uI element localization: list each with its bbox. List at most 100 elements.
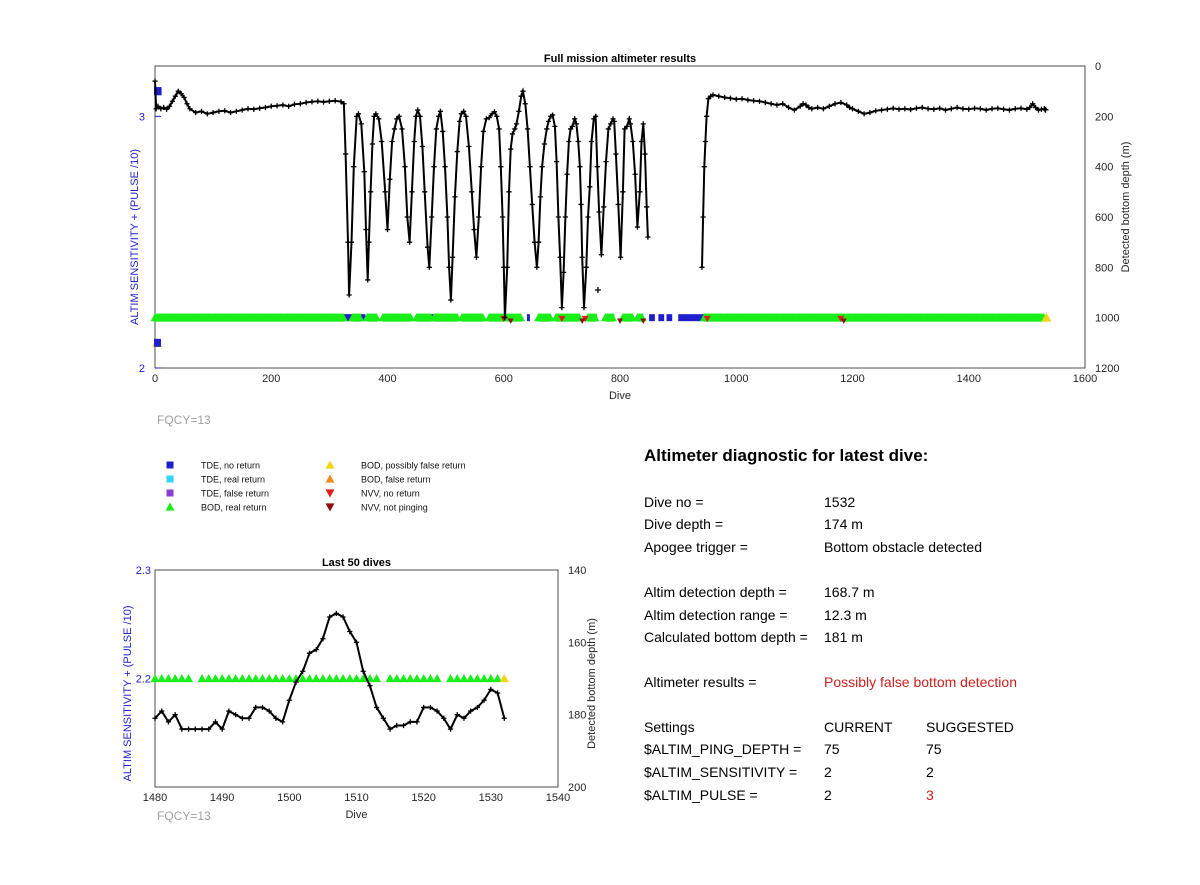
last50-depth-point bbox=[421, 704, 427, 711]
bod-real-marker bbox=[355, 313, 365, 322]
bottom-depth-point bbox=[768, 101, 774, 107]
bod-real-marker bbox=[338, 674, 348, 683]
last50-depth-point bbox=[441, 715, 447, 721]
bottom-depth-point bbox=[358, 121, 364, 127]
last50-depth-point bbox=[192, 726, 198, 732]
bod-real-marker bbox=[545, 313, 555, 322]
last50-left-y-label: ALTIM SENSITIVITY + (PULSE /10) bbox=[122, 606, 134, 782]
bottom-depth-point bbox=[902, 106, 908, 112]
bottom-depth-point bbox=[198, 108, 205, 114]
bottom-depth-point bbox=[361, 169, 367, 175]
last50-depth-point bbox=[427, 704, 433, 711]
bod-real-marker bbox=[352, 674, 361, 683]
bod-real-marker bbox=[425, 674, 435, 683]
last50-depth-point bbox=[233, 712, 239, 718]
last50-depth-point bbox=[286, 697, 292, 703]
full-mission-chart: 0 200 400 600 800 1000 1200 1400 1600 0 200 400 600 8… bbox=[129, 53, 1132, 402]
legend-item: BOD, false return bbox=[325, 474, 431, 485]
row-value-apogee-trigger: Bottom obstacle detected bbox=[824, 539, 982, 555]
bottom-depth-point bbox=[169, 98, 176, 104]
bottom-depth-point bbox=[561, 269, 567, 275]
bottom-depth-point bbox=[309, 99, 315, 105]
bottom-depth-point bbox=[404, 214, 410, 220]
last50-depth-point bbox=[212, 719, 219, 725]
bottom-depth-point bbox=[704, 113, 710, 119]
bottom-depth-point bbox=[1030, 101, 1036, 107]
bottom-depth-point bbox=[800, 101, 806, 107]
last50-right-tick-label: 140 bbox=[568, 565, 586, 577]
settings-header-current: CURRENT bbox=[824, 719, 893, 735]
bottom-depth-point bbox=[440, 128, 446, 135]
full-right-tick-label: 600 bbox=[1095, 212, 1113, 224]
legend-item: TDE, false return bbox=[166, 489, 269, 499]
bottom-depth-point bbox=[890, 105, 896, 111]
bottom-depth-point bbox=[496, 126, 502, 132]
bottom-depth-point bbox=[227, 109, 234, 116]
bottom-depth-point bbox=[756, 98, 763, 104]
bod-real-marker bbox=[210, 674, 220, 683]
legend-item: NVV, no return bbox=[325, 489, 420, 499]
bottom-depth-point bbox=[522, 101, 528, 107]
bod-real-marker bbox=[493, 674, 503, 683]
last50-depth-point bbox=[347, 628, 353, 635]
bottom-depth-point bbox=[181, 94, 187, 101]
bottom-depth-point bbox=[366, 239, 372, 245]
bottom-depth-point bbox=[566, 138, 572, 145]
nvv-not-pinging-marker bbox=[840, 318, 847, 324]
last50-depth-point bbox=[474, 704, 480, 711]
bod-real-marker bbox=[298, 674, 308, 683]
bottom-depth-point bbox=[1018, 105, 1024, 111]
nvv-no-return-marker bbox=[837, 315, 845, 323]
bottom-depth-point bbox=[1001, 106, 1007, 112]
bottom-depth-point bbox=[702, 138, 709, 145]
bottom-depth-point bbox=[274, 103, 280, 109]
bottom-depth-point bbox=[478, 164, 484, 170]
bottom-depth-point bbox=[832, 101, 838, 107]
full-right-tick-label: 200 bbox=[1095, 111, 1113, 123]
bottom-depth-point bbox=[733, 96, 739, 102]
bottom-depth-point bbox=[469, 189, 475, 195]
tde-gap bbox=[377, 313, 383, 322]
bottom-depth-point bbox=[286, 103, 292, 109]
bottom-depth-point bbox=[937, 105, 943, 111]
bottom-depth-point bbox=[537, 194, 543, 200]
bottom-depth-point bbox=[931, 106, 937, 112]
bottom-depth-point bbox=[791, 107, 797, 113]
bottom-depth-point bbox=[187, 106, 193, 112]
bottom-depth-point bbox=[552, 123, 558, 129]
last50-depth-point bbox=[407, 719, 413, 725]
bottom-depth-point bbox=[634, 224, 641, 230]
bottom-depth-point bbox=[700, 214, 706, 220]
bottom-depth-point bbox=[562, 214, 568, 220]
full-x-tick-label: 400 bbox=[378, 373, 396, 385]
bottom-depth-point bbox=[541, 141, 548, 147]
bottom-depth-point bbox=[494, 113, 500, 119]
bottom-depth-point bbox=[806, 104, 812, 111]
bod-real-marker bbox=[278, 674, 288, 683]
bottom-depth-point bbox=[297, 101, 303, 107]
bottom-depth-point bbox=[389, 138, 395, 145]
full-mission-x-label: Dive bbox=[609, 390, 631, 402]
sensitivity-marker bbox=[154, 338, 161, 347]
bottom-depth-point bbox=[536, 239, 542, 245]
last50-depth-point bbox=[172, 712, 178, 718]
bottom-depth-point bbox=[436, 113, 442, 119]
bod-real-marker bbox=[150, 674, 160, 683]
bottom-depth-point bbox=[578, 201, 584, 208]
settings-header-label: Settings bbox=[644, 719, 695, 735]
bottom-depth-point bbox=[486, 114, 492, 121]
bottom-depth-point bbox=[463, 113, 469, 119]
bottom-depth-point bbox=[363, 226, 369, 233]
last50-depth-point bbox=[246, 715, 252, 721]
bottom-depth-point bbox=[268, 103, 274, 109]
bod-real-marker bbox=[217, 674, 227, 683]
bottom-depth-point bbox=[527, 164, 533, 170]
last50-x-tick-label: 1520 bbox=[411, 792, 435, 804]
bod-real-marker bbox=[358, 674, 368, 683]
legend-item: NVV, not pinging bbox=[325, 503, 428, 513]
bod-real-marker bbox=[419, 674, 429, 683]
fqcy-label-bottom: FQCY=13 bbox=[157, 809, 211, 823]
bottom-depth-point bbox=[315, 98, 321, 104]
bottom-depth-point bbox=[596, 209, 602, 215]
bottom-depth-point bbox=[341, 101, 347, 107]
